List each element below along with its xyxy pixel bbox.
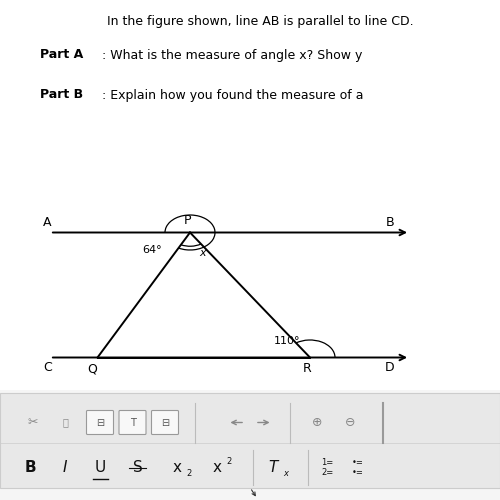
FancyBboxPatch shape: [0, 0, 500, 390]
Text: 2: 2: [226, 457, 232, 466]
Text: I: I: [63, 460, 67, 475]
FancyBboxPatch shape: [119, 410, 146, 434]
Text: In the figure shown, line AB is parallel to line CD.: In the figure shown, line AB is parallel…: [106, 15, 414, 28]
Text: •=: •=: [352, 458, 364, 467]
Text: T: T: [130, 418, 136, 428]
Text: ⬜: ⬜: [62, 418, 68, 428]
Text: ⊟: ⊟: [161, 418, 169, 428]
Text: R: R: [303, 362, 312, 375]
Text: 2=: 2=: [322, 468, 334, 477]
Text: $\mathit{T}$: $\mathit{T}$: [268, 460, 280, 475]
Text: C: C: [43, 361, 52, 374]
Text: Part A: Part A: [40, 48, 83, 62]
Text: •=: •=: [352, 468, 364, 477]
Text: ✂: ✂: [27, 416, 38, 429]
Text: ⊖: ⊖: [345, 416, 355, 429]
FancyBboxPatch shape: [86, 410, 114, 434]
Text: Part B: Part B: [40, 88, 83, 102]
Text: S: S: [132, 460, 142, 475]
Text: ⊕: ⊕: [312, 416, 323, 429]
Text: Q: Q: [88, 362, 98, 375]
Text: x: x: [284, 469, 288, 478]
Text: U: U: [94, 460, 106, 475]
Text: x: x: [199, 248, 206, 258]
Text: x: x: [173, 460, 182, 475]
Text: : What is the measure of angle x? Show y: : What is the measure of angle x? Show y: [102, 48, 363, 62]
Text: B: B: [24, 460, 36, 475]
Text: 64°: 64°: [142, 245, 163, 255]
FancyBboxPatch shape: [0, 392, 500, 488]
Text: ⊟: ⊟: [96, 418, 104, 428]
Text: x: x: [213, 460, 222, 475]
Text: P: P: [184, 214, 191, 226]
Text: D: D: [385, 361, 395, 374]
Text: 110°: 110°: [274, 336, 301, 346]
Text: 2: 2: [186, 469, 192, 478]
Text: 1=: 1=: [322, 458, 334, 467]
Text: : Explain how you found the measure of a: : Explain how you found the measure of a: [102, 88, 364, 102]
Text: B: B: [386, 216, 394, 229]
Text: A: A: [44, 216, 52, 229]
FancyBboxPatch shape: [152, 410, 178, 434]
